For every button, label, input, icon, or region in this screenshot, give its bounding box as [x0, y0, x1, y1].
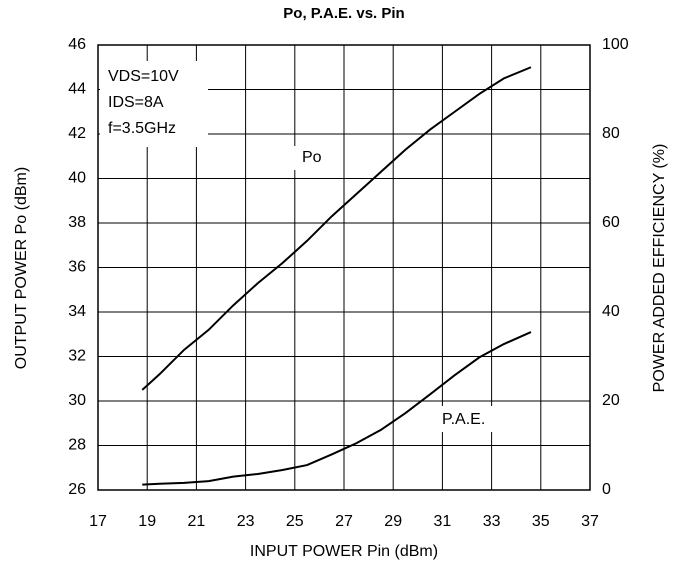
y2-tick-label: 20 [602, 392, 620, 409]
y-tick-label: 44 [68, 81, 86, 98]
y-tick-label: 42 [68, 125, 86, 142]
y2-axis-label: POWER ADDED EFFICIENCY (%) [651, 144, 668, 393]
y-tick-label: 32 [68, 348, 86, 365]
annotation-box [100, 61, 208, 147]
annotation: P.A.E. [442, 411, 485, 428]
x-tick-label: 17 [89, 513, 107, 530]
annotation: f=3.5GHz [108, 120, 176, 137]
chart-title: Po, P.A.E. vs. Pin [283, 5, 404, 22]
x-tick-label: 29 [384, 513, 402, 530]
annotation: Po [302, 149, 322, 166]
x-tick-label: 19 [138, 513, 156, 530]
x-tick-label: 35 [532, 513, 550, 530]
x-tick-label: 27 [335, 513, 353, 530]
y-tick-label: 34 [68, 303, 86, 320]
x-tick-label: 25 [286, 513, 304, 530]
y-tick-label: 36 [68, 259, 86, 276]
y-tick-label: 30 [68, 392, 86, 409]
y-tick-label: 38 [68, 214, 86, 231]
annotation: VDS=10V [108, 68, 179, 85]
y-axis-label: OUTPUT POWER Po (dBm) [13, 167, 30, 369]
x-axis-label: INPUT POWER Pin (dBm) [250, 543, 438, 560]
annotation: IDS=8A [108, 94, 164, 111]
y-tick-label: 46 [68, 36, 86, 53]
line-series [142, 331, 532, 486]
x-tick-label: 21 [188, 513, 206, 530]
x-tick-label: 33 [483, 513, 501, 530]
line-series [141, 66, 532, 391]
y2-tick-label: 40 [602, 303, 620, 320]
x-tick-label: 23 [237, 513, 255, 530]
y-tick-label: 28 [68, 437, 86, 454]
plot-frame [97, 44, 591, 491]
y2-tick-label: 100 [602, 36, 629, 53]
y-tick-label: 40 [68, 170, 86, 187]
annotation-box [436, 406, 496, 432]
y2-tick-label: 80 [602, 125, 620, 142]
y-tick-label: 26 [68, 481, 86, 498]
x-tick-label: 31 [434, 513, 452, 530]
y2-tick-label: 60 [602, 214, 620, 231]
y2-tick-label: 0 [602, 481, 611, 498]
x-tick-label: 37 [581, 513, 599, 530]
annotation-box [292, 146, 328, 170]
